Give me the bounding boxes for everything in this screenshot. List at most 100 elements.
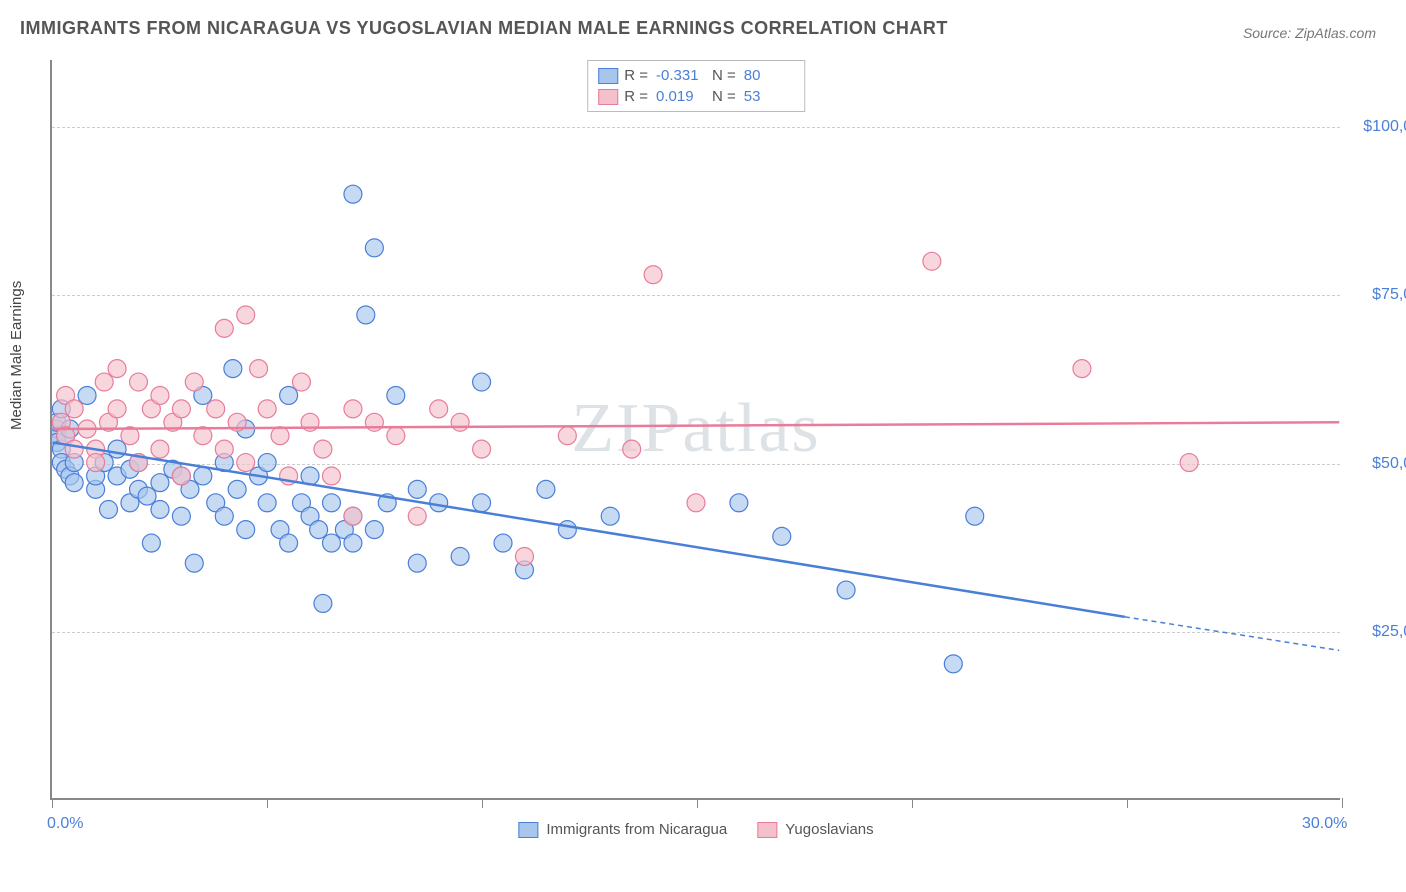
data-point — [151, 501, 169, 519]
data-point — [558, 427, 576, 445]
x-tick — [1127, 798, 1128, 808]
data-point — [108, 440, 126, 458]
data-point — [473, 440, 491, 458]
data-point — [142, 534, 160, 552]
data-point — [357, 306, 375, 324]
data-point — [65, 440, 83, 458]
data-point — [451, 547, 469, 565]
data-point — [314, 594, 332, 612]
legend-r-label: R = — [624, 88, 648, 105]
legend-item-blue: Immigrants from Nicaragua — [518, 821, 727, 838]
trend-line-blue-extrap — [1125, 617, 1339, 651]
data-point — [280, 534, 298, 552]
legend-row-pink: R = 0.019 N = 53 — [598, 86, 794, 107]
data-point — [451, 413, 469, 431]
legend-n-label: N = — [712, 88, 736, 105]
chart-title: IMMIGRANTS FROM NICARAGUA VS YUGOSLAVIAN… — [20, 18, 948, 39]
data-point — [151, 474, 169, 492]
legend-n-value-pink: 53 — [744, 88, 794, 105]
data-point — [408, 480, 426, 498]
data-point — [250, 360, 268, 378]
data-point — [151, 440, 169, 458]
data-point — [537, 480, 555, 498]
data-point — [515, 547, 533, 565]
data-point — [271, 427, 289, 445]
y-tick-label: $25,000 — [1350, 623, 1406, 641]
data-point — [387, 427, 405, 445]
data-point — [87, 454, 105, 472]
data-point — [837, 581, 855, 599]
data-point — [314, 440, 332, 458]
data-point — [473, 373, 491, 391]
data-point — [344, 507, 362, 525]
data-point — [258, 454, 276, 472]
data-point — [365, 239, 383, 257]
data-point — [172, 507, 190, 525]
legend-label-blue: Immigrants from Nicaragua — [546, 821, 727, 838]
data-point — [65, 474, 83, 492]
data-point — [473, 494, 491, 512]
data-point — [78, 386, 96, 404]
data-point — [687, 494, 705, 512]
data-point — [773, 527, 791, 545]
data-point — [215, 319, 233, 337]
data-point — [430, 400, 448, 418]
x-tick — [1342, 798, 1343, 808]
data-point — [237, 454, 255, 472]
data-point — [310, 521, 328, 539]
scatter-svg — [52, 60, 1340, 798]
data-point — [966, 507, 984, 525]
data-point — [323, 494, 341, 512]
data-point — [237, 521, 255, 539]
x-tick-label: 0.0% — [47, 815, 83, 833]
data-point — [623, 440, 641, 458]
data-point — [95, 373, 113, 391]
data-point — [558, 521, 576, 539]
legend-item-pink: Yugoslavians — [757, 821, 873, 838]
data-point — [644, 266, 662, 284]
y-axis-label: Median Male Earnings — [8, 281, 25, 430]
legend-swatch-pink — [598, 89, 618, 105]
data-point — [65, 400, 83, 418]
data-point — [151, 386, 169, 404]
data-point — [730, 494, 748, 512]
data-point — [408, 554, 426, 572]
y-tick-label: $100,000 — [1350, 118, 1406, 136]
legend-r-label: R = — [624, 67, 648, 84]
data-point — [130, 373, 148, 391]
data-point — [100, 501, 118, 519]
data-point — [408, 507, 426, 525]
data-point — [601, 507, 619, 525]
data-point — [108, 360, 126, 378]
data-point — [1073, 360, 1091, 378]
legend-label-pink: Yugoslavians — [785, 821, 873, 838]
legend-swatch-blue — [598, 68, 618, 84]
x-tick — [482, 798, 483, 808]
x-tick-label: 30.0% — [1302, 815, 1347, 833]
data-point — [344, 185, 362, 203]
legend-n-value-blue: 80 — [744, 67, 794, 84]
legend-row-blue: R = -0.331 N = 80 — [598, 65, 794, 86]
legend-n-label: N = — [712, 67, 736, 84]
data-point — [387, 386, 405, 404]
data-point — [923, 252, 941, 270]
data-point — [237, 306, 255, 324]
data-point — [292, 373, 310, 391]
data-point — [494, 534, 512, 552]
data-point — [172, 400, 190, 418]
data-point — [365, 521, 383, 539]
data-point — [185, 554, 203, 572]
data-point — [108, 400, 126, 418]
trend-line-blue — [53, 442, 1125, 616]
data-point — [185, 373, 203, 391]
x-tick — [697, 798, 698, 808]
y-tick-label: $75,000 — [1350, 286, 1406, 304]
legend-r-value-pink: 0.019 — [656, 88, 706, 105]
x-tick — [267, 798, 268, 808]
data-point — [194, 467, 212, 485]
data-point — [138, 487, 156, 505]
x-tick — [912, 798, 913, 808]
legend-swatch-pink — [757, 822, 777, 838]
series-legend: Immigrants from Nicaragua Yugoslavians — [518, 821, 873, 838]
data-point — [344, 400, 362, 418]
